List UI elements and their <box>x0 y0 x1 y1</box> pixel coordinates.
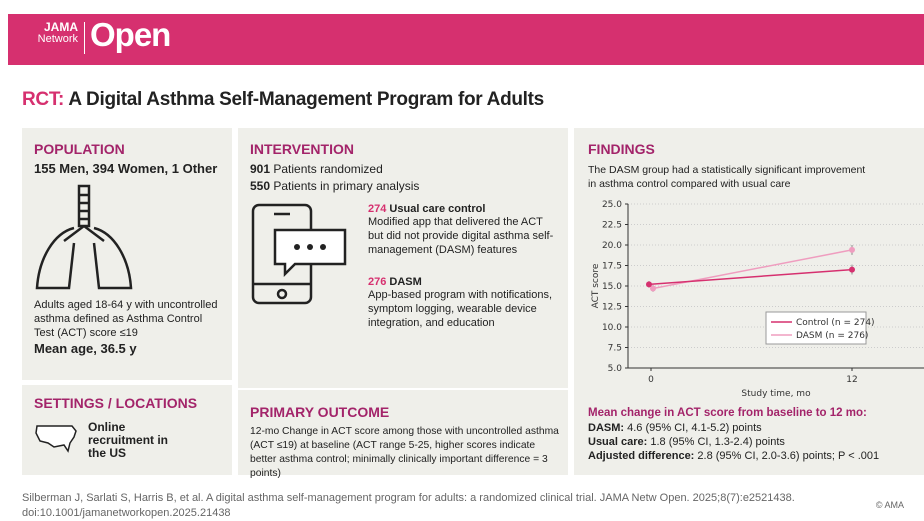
us-map-icon <box>35 425 77 453</box>
title-text: A Digital Asthma Self-Management Program… <box>68 89 544 110</box>
group-desc: App-based program with notifications, sy… <box>368 289 553 329</box>
legend-label: Control (n = 274) <box>796 318 875 328</box>
citation: Silberman J, Sarlati S, Harris B, et al.… <box>22 492 795 504</box>
randomized-count: 901 Patients randomized <box>250 162 383 176</box>
settings-text: Online recruitment in the US <box>88 420 169 460</box>
result-value: 4.6 (95% CI, 4.1-5.2) points <box>627 422 762 434</box>
legend-label: DASM (n = 276) <box>796 331 868 341</box>
data-point <box>646 281 652 288</box>
analysis-count: 550 Patients in primary analysis <box>250 179 419 193</box>
y-tick-label: 12.5 <box>602 303 622 313</box>
settings-panel: SETTINGS / LOCATIONS Online recruitment … <box>22 385 232 475</box>
population-heading: POPULATION <box>34 141 125 157</box>
y-tick-label: 20.0 <box>602 241 622 251</box>
findings-summary: The DASM group had a statistically signi… <box>588 164 866 190</box>
y-tick-label: 17.5 <box>602 262 622 272</box>
y-tick-label: 25.0 <box>602 200 622 210</box>
result-label: Adjusted difference: <box>588 450 695 462</box>
mean-age: Mean age, 36.5 y <box>34 341 137 356</box>
result-dasm: DASM: 4.6 (95% CI, 4.1-5.2) points <box>588 421 762 435</box>
data-point <box>849 246 855 253</box>
series-line-0 <box>648 268 853 286</box>
analysis-label: Patients in primary analysis <box>273 179 420 193</box>
copyright: © AMA <box>875 500 904 510</box>
result-label: Usual care: <box>588 436 648 448</box>
y-tick-label: 7.5 <box>608 344 622 354</box>
data-point <box>849 266 855 273</box>
group-control-title: 274 Usual care control <box>368 203 558 215</box>
logo-jama: JAMA <box>43 20 78 34</box>
logo: JAMA Network <box>28 20 78 45</box>
intervention-heading: INTERVENTION <box>250 141 354 157</box>
primary-outcome-heading: PRIMARY OUTCOME <box>250 404 390 420</box>
group-n: 276 <box>368 276 387 288</box>
data-point <box>650 285 656 292</box>
header-bar: JAMA Network Open <box>8 14 924 65</box>
x-tick-label: 12 <box>846 375 857 385</box>
group-name: Usual care control <box>389 203 486 215</box>
logo-divider <box>84 22 85 54</box>
legend-box <box>765 311 867 345</box>
randomized-label: Patients randomized <box>273 162 383 176</box>
title-prefix: RCT: <box>22 89 65 110</box>
group-desc: Modified app that delivered the ACT but … <box>368 216 554 256</box>
findings-heading: FINDINGS <box>588 141 655 157</box>
y-tick-label: 22.5 <box>602 221 622 231</box>
group-control: 274 Usual care control Modified app that… <box>368 203 558 257</box>
series-line-1 <box>652 249 853 290</box>
population-description: Adults aged 18-64 y with uncontrolled as… <box>34 299 218 339</box>
logo-open: Open <box>90 16 171 53</box>
page-title: RCT: A Digital Asthma Self-Management Pr… <box>22 89 544 111</box>
footer-citation: Silberman J, Sarlati S, Harris B, et al.… <box>22 491 795 521</box>
y-axis-label: ACT score <box>591 263 601 308</box>
y-tick-label: 5.0 <box>608 364 623 374</box>
y-tick-label: 10.0 <box>602 323 622 333</box>
population-counts: 155 Men, 394 Women, 1 Other <box>34 161 218 176</box>
primary-outcome-panel: PRIMARY OUTCOME 12-mo Change in ACT scor… <box>238 390 568 479</box>
act-score-chart: 5.0 7.5 10.0 12.5 15.0 17.5 20.0 22.5 25.0 0 12 Stu… <box>591 200 924 399</box>
result-label: DASM: <box>588 422 625 434</box>
doi: doi:10.1001/jamanetworkopen.2025.21438 <box>22 507 231 519</box>
group-n: 274 <box>368 203 387 215</box>
result-value: 1.8 (95% CI, 1.3-2.4) points <box>650 436 785 448</box>
group-name: DASM <box>389 276 422 288</box>
logo-network: Network <box>37 33 78 45</box>
result-usual-care: Usual care: 1.8 (95% CI, 1.3-2.4) points <box>588 435 785 449</box>
result-value: 2.8 (95% CI, 2.0-3.6) points; P < .001 <box>697 450 880 462</box>
group-dasm-title: 276 DASM <box>368 276 558 288</box>
analysis-n: 550 <box>250 179 271 193</box>
lungs-icon <box>35 184 133 290</box>
x-tick-label: 0 <box>648 375 654 385</box>
settings-heading: SETTINGS / LOCATIONS <box>34 395 198 411</box>
randomized-n: 901 <box>250 162 271 176</box>
group-dasm: 276 DASM App-based program with notifica… <box>368 276 558 330</box>
result-adjusted: Adjusted difference: 2.8 (95% CI, 2.0-3.… <box>588 449 879 463</box>
primary-outcome-text: 12-mo Change in ACT score among those wi… <box>250 426 559 479</box>
result-heading: Mean change in ACT score from baseline t… <box>588 407 867 419</box>
intervention-panel: INTERVENTION 901 Patients randomized 550… <box>238 128 568 388</box>
smartphone-icon <box>251 203 347 305</box>
findings-panel: FINDINGS The DASM group had a statistica… <box>574 128 924 475</box>
y-tick-label: 15.0 <box>602 282 622 292</box>
population-panel: POPULATION 155 Men, 394 Women, 1 Other A… <box>22 128 232 380</box>
x-axis-label: Study time, mo <box>741 389 811 399</box>
